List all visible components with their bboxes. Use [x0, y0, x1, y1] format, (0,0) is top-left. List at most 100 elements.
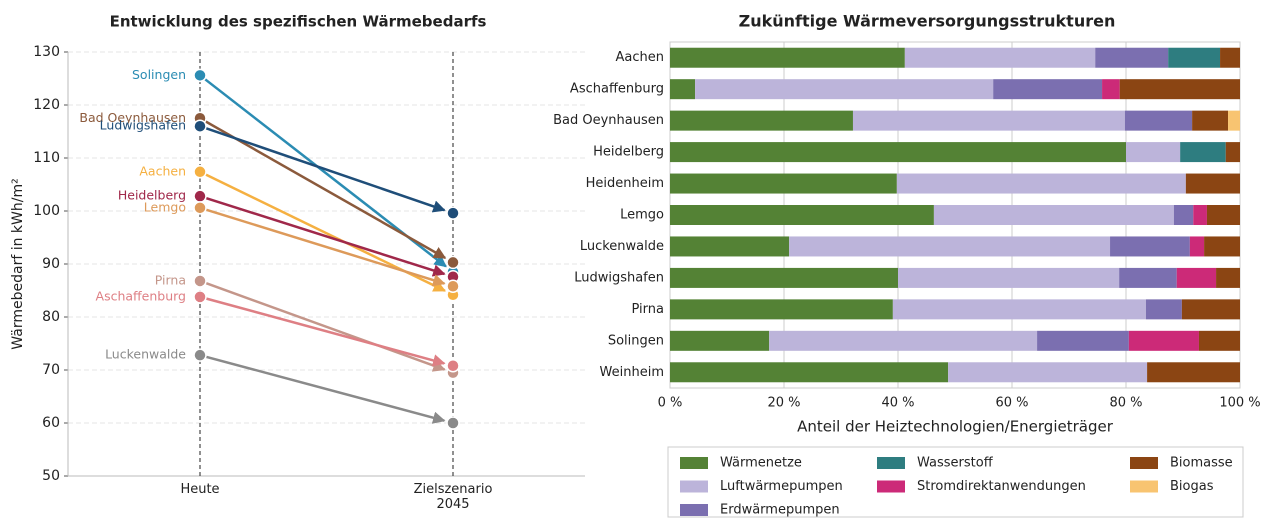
legend-label: Wärmenetze: [720, 456, 802, 471]
x-tick-label: 100 %: [1219, 396, 1260, 411]
y-tick-label: 70: [42, 362, 60, 378]
bar-segment: [898, 267, 1120, 288]
slope-line: [199, 194, 446, 277]
point: [446, 255, 460, 270]
y-tick-label: Aschaffenburg: [570, 82, 664, 97]
point: [193, 290, 207, 304]
x-axis-label: Anteil der Heiztechnologien/Energieträge…: [797, 418, 1114, 436]
y-tick-label: 60: [42, 415, 60, 431]
y-tick-label: 100: [33, 203, 60, 219]
bar-segment: [695, 79, 994, 100]
bar-segment: [1220, 47, 1240, 68]
y-tick-label: 80: [42, 309, 60, 325]
x-tick-label: 40 %: [881, 396, 914, 411]
y-tick-label: Bad Oeynhausen: [553, 113, 664, 128]
bar-segment: [1225, 142, 1240, 163]
point: [446, 359, 460, 373]
series-label: Heidelberg: [118, 188, 186, 203]
right-title: Zukünftige Wärmeversorgungsstrukturen: [739, 12, 1116, 31]
y-tick-label: Heidelberg: [593, 145, 664, 160]
y-tick-label: 110: [33, 150, 60, 166]
legend-label: Biogas: [1170, 479, 1214, 494]
y-tick-label: Ludwigshafen: [574, 270, 664, 285]
legend-label: Luftwärmepumpen: [720, 479, 843, 494]
bar-segment: [1119, 267, 1177, 288]
left-title: Entwicklung des spezifischen Wärmebedarf…: [110, 13, 487, 31]
bar-segment: [670, 267, 898, 288]
x-tick-label: 60 %: [995, 396, 1028, 411]
bar-segment: [1124, 110, 1193, 131]
bar-segment: [904, 47, 1096, 68]
series-label: Ludwigshafen: [100, 118, 186, 133]
point: [446, 206, 460, 220]
bar-segment: [1128, 330, 1199, 351]
bar-segment: [948, 362, 1148, 383]
series-label: Aachen: [139, 163, 186, 178]
bar-segment: [1095, 47, 1169, 68]
legend-label: Erdwärmepumpen: [720, 503, 840, 518]
bar-segment: [892, 299, 1146, 320]
bar-segment: [852, 110, 1125, 131]
x-tick-label: Zielszenario 2045: [413, 482, 493, 512]
bar-segment: [670, 330, 770, 351]
legend-swatch: [680, 480, 708, 493]
bar-segment: [670, 299, 893, 320]
series-label: Lemgo: [144, 199, 186, 214]
bar-segment: [1181, 299, 1240, 320]
series-label: Luckenwalde: [105, 347, 186, 362]
bar-segment: [1110, 236, 1190, 257]
x-tick-label: 80 %: [1109, 396, 1142, 411]
point: [446, 279, 460, 294]
bar-segment: [933, 205, 1174, 225]
point: [193, 274, 207, 288]
bar-segment: [1176, 267, 1217, 288]
y-tick-label: Heidenheim: [586, 176, 664, 191]
series-label: Bad Oeynhausen: [79, 110, 186, 125]
y-tick-label: Luckenwalde: [580, 239, 664, 254]
y-tick-label: Pirna: [632, 302, 665, 317]
legend-swatch: [1130, 480, 1158, 493]
legend-swatch: [1130, 457, 1158, 469]
bar-segment: [896, 173, 1186, 194]
point: [193, 348, 207, 362]
slope-line: [199, 125, 446, 213]
bar-segment: [1173, 205, 1194, 225]
bar-segment: [769, 330, 1038, 351]
bar-segment: [1102, 79, 1120, 100]
bar-segment: [1198, 330, 1240, 351]
slope-line: [199, 279, 446, 372]
series-label: Solingen: [132, 67, 186, 82]
bar-segment: [789, 236, 1111, 257]
bar-segment: [1192, 110, 1229, 131]
bar-segment: [670, 173, 897, 194]
y-tick-label: Lemgo: [620, 208, 664, 223]
bar-segment: [993, 79, 1103, 100]
bar-segment: [1189, 236, 1205, 257]
point: [193, 119, 207, 133]
bar-segment: [670, 362, 949, 383]
y-axis-label: Wärmebedarf in kWh/m²: [10, 178, 26, 349]
legend-swatch: [680, 457, 708, 469]
bar-segment: [1147, 362, 1240, 383]
series-label: Aschaffenburg: [96, 288, 186, 303]
bar-segment: [670, 236, 790, 257]
bar-segment: [1228, 110, 1240, 131]
slope-line: [199, 206, 446, 287]
x-tick-label: 20 %: [767, 396, 800, 411]
bar-segment: [670, 142, 1126, 163]
bar-segment: [670, 47, 905, 68]
legend-label: Stromdirektanwendungen: [917, 479, 1086, 494]
bar-segment: [670, 79, 696, 100]
y-tick-label: 90: [42, 256, 60, 272]
legend-swatch: [680, 504, 708, 516]
bar-segment: [1193, 205, 1207, 225]
legend-label: Wasserstoff: [917, 456, 994, 471]
bar-segment: [1119, 79, 1240, 100]
bar-segment: [1204, 236, 1240, 257]
bar-segment: [1145, 299, 1182, 320]
legend-swatch: [877, 480, 905, 493]
bar-segment: [1037, 330, 1129, 351]
x-tick-label: Heute: [180, 482, 220, 497]
